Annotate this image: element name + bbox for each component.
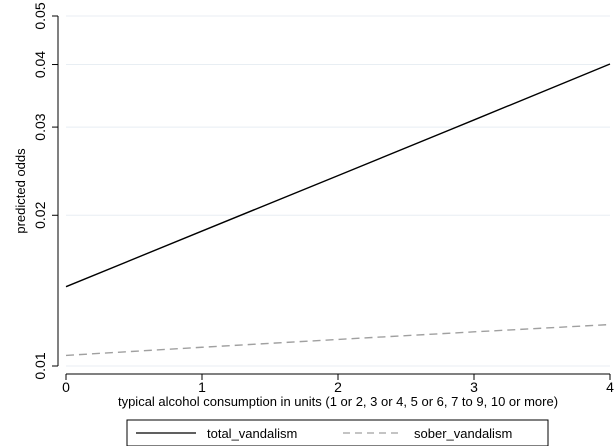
y-tick-label: 0.01 — [32, 352, 48, 379]
y-tick-label: 0.04 — [32, 51, 48, 78]
x-tick-label: 3 — [470, 379, 478, 395]
y-tick-label: 0.03 — [32, 113, 48, 140]
x-tick-label: 0 — [62, 379, 70, 395]
x-tick-label: 1 — [198, 379, 206, 395]
legend-label-total: total_vandalism — [207, 426, 297, 441]
x-tick-label: 2 — [334, 379, 342, 395]
x-axis-title: typical alcohol consumption in units (1 … — [118, 394, 558, 409]
legend: total_vandalism sober_vandalism — [127, 420, 548, 446]
legend-label-sober: sober_vandalism — [414, 426, 512, 441]
x-tick-label: 4 — [606, 379, 614, 395]
y-tick-label: 0.02 — [32, 201, 48, 228]
y-axis-title: predicted odds — [13, 148, 28, 234]
y-tick-label: 0.05 — [32, 2, 48, 29]
